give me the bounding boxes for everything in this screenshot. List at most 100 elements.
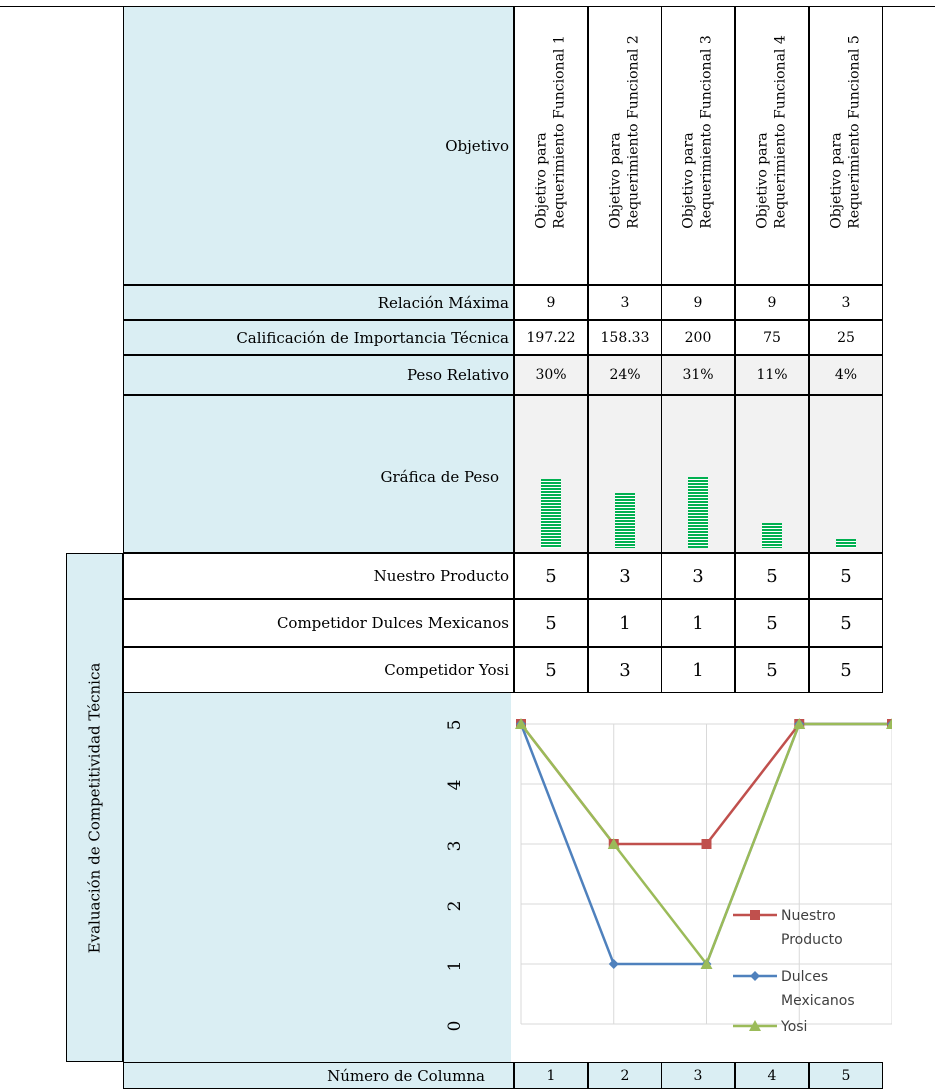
relative-weight-value-4: 11% (756, 367, 788, 383)
competitor-dm-cell-4: 5 (735, 599, 809, 647)
importance-value-2: 158.33 (600, 329, 650, 346)
column-header-text-1: Objetivo para Requerimiento Funcional 1 (534, 35, 569, 229)
max-relation-cell-4: 9 (735, 285, 809, 320)
competitor-dm-label-text: Competidor Dulces Mexicanos (276, 614, 509, 632)
column-number-label-text: Número de Columna (327, 1066, 485, 1085)
column-header-line2-5: Requerimiento Funcional 5 (846, 34, 862, 229)
importance-value-1: 197.22 (526, 329, 576, 346)
our-product-cell-5: 5 (809, 553, 883, 599)
weight-bar-5 (836, 539, 856, 548)
max-relation-cell-5: 3 (809, 285, 883, 320)
column-number-cell-1: 1 (514, 1062, 588, 1089)
series-1-point-3 (701, 839, 712, 849)
relative-weight-cell-2: 24% (588, 355, 662, 395)
legend-marker-3 (749, 1020, 761, 1031)
y-tick-1: 1 (445, 960, 465, 972)
competitor-dm-cell-3: 1 (661, 599, 735, 647)
column-number-value-2: 2 (620, 1067, 630, 1084)
column-header-line1-2: Objetivo para (607, 132, 624, 229)
competitor-dm-value-3: 1 (692, 612, 704, 634)
weight-bar-2 (615, 493, 635, 548)
our-product-cell-4: 5 (735, 553, 809, 599)
legend-label-1: Nuestro Producto (781, 908, 843, 948)
max-relation-cell-1: 9 (514, 285, 588, 320)
competitor-yosi-cell-3: 1 (661, 647, 735, 693)
importance-value-4: 75 (763, 329, 781, 346)
competitor-yosi-cell-2: 3 (588, 647, 662, 693)
max-relation-cell-2: 3 (588, 285, 662, 320)
relative-weight-label: Peso Relativo (123, 355, 514, 395)
column-number-value-5: 5 (841, 1067, 851, 1084)
y-tick-5: 5 (445, 719, 465, 731)
legend-marker-1 (750, 910, 760, 920)
importance-cell-4: 75 (735, 320, 809, 355)
importance-value-3: 200 (684, 329, 712, 346)
importance-value-5: 25 (837, 329, 855, 346)
column-header-text-4: Objetivo para Requerimiento Funcional 4 (755, 35, 790, 229)
column-number-cell-3: 3 (661, 1062, 735, 1089)
competitor-yosi-value-2: 3 (619, 659, 631, 681)
relative-weight-value-3: 31% (682, 367, 714, 383)
weight-chart-cell-2 (588, 395, 662, 553)
objective-header-text: Objetivo (445, 136, 509, 155)
legend-label-2: Dulces Mexicanos (781, 969, 855, 1009)
importance-cell-3: 200 (661, 320, 735, 355)
max-relation-value-3: 9 (693, 294, 703, 311)
max-relation-label-text: Relación Máxima (377, 293, 509, 312)
column-header-text-3: Objetivo para Requerimiento Funcional 3 (681, 35, 716, 229)
competitiveness-section-label: Evaluación de Competitividad Técnica (66, 553, 123, 1062)
series-3-point-2 (607, 838, 620, 849)
competitiveness-line-chart: Nuestro Producto Dulces Mexicanos Yosi (511, 693, 892, 1062)
column-header-line2-4: Requerimiento Funcional 4 (772, 34, 788, 229)
column-header-text-2: Objetivo para Requerimiento Funcional 2 (608, 35, 643, 229)
our-product-cell-1: 5 (514, 553, 588, 599)
competitor-dm-value-5: 5 (840, 612, 852, 634)
competitor-yosi-cell-5: 5 (809, 647, 883, 693)
y-tick-0: 0 (445, 1020, 465, 1032)
weight-bar-1 (541, 479, 561, 548)
legend-label-3: Yosi (780, 1019, 807, 1035)
relative-weight-cell-1: 30% (514, 355, 588, 395)
column-header-3: Objetivo para Requerimiento Funcional 3 (661, 6, 735, 285)
max-relation-value-5: 3 (841, 294, 851, 311)
y-tick-2: 2 (445, 900, 465, 912)
weight-chart-cell-5 (809, 395, 883, 553)
column-header-line1-4: Objetivo para (754, 132, 771, 229)
series-3-point-3 (700, 958, 713, 969)
max-relation-value-1: 9 (546, 294, 556, 311)
column-number-label: Número de Columna (123, 1062, 514, 1089)
competitor-yosi-label: Competidor Yosi (123, 647, 514, 693)
competitor-yosi-value-4: 5 (766, 659, 778, 681)
chart-axis-panel: 5 4 3 2 1 0 (123, 693, 511, 1062)
competitor-dm-value-2: 1 (619, 612, 631, 634)
y-tick-4: 4 (445, 779, 465, 791)
column-header-1: Objetivo para Requerimiento Funcional 1 (514, 6, 588, 285)
max-relation-value-4: 9 (767, 294, 777, 311)
column-number-cell-2: 2 (588, 1062, 662, 1089)
legend-marker-2 (750, 971, 760, 981)
competitor-dm-cell-1: 5 (514, 599, 588, 647)
competitor-dm-value-4: 5 (766, 612, 778, 634)
competitor-yosi-label-text: Competidor Yosi (384, 661, 509, 679)
our-product-value-4: 5 (766, 565, 778, 587)
column-header-line2-1: Requerimiento Funcional 1 (551, 34, 567, 229)
weight-chart-cell-1 (514, 395, 588, 553)
weight-bar-3 (688, 477, 708, 548)
column-header-text-5: Objetivo para Requerimiento Funcional 5 (829, 35, 864, 229)
column-header-4: Objetivo para Requerimiento Funcional 4 (735, 6, 809, 285)
chart-background (511, 693, 892, 1062)
column-number-value-3: 3 (693, 1067, 703, 1084)
column-header-line1-5: Objetivo para (828, 132, 845, 229)
importance-cell-5: 25 (809, 320, 883, 355)
max-relation-label: Relación Máxima (123, 285, 514, 320)
competitor-yosi-cell-4: 5 (735, 647, 809, 693)
competitor-yosi-cell-1: 5 (514, 647, 588, 693)
relative-weight-value-5: 4% (834, 367, 858, 383)
y-tick-3: 3 (445, 840, 465, 852)
weight-chart-label-text: Gráfica de Peso (380, 468, 499, 486)
column-header-line1-1: Objetivo para (533, 132, 550, 229)
column-header-5: Objetivo para Requerimiento Funcional 5 (809, 6, 883, 285)
importance-cell-1: 197.22 (514, 320, 588, 355)
max-relation-cell-3: 9 (661, 285, 735, 320)
column-number-cell-4: 4 (735, 1062, 809, 1089)
